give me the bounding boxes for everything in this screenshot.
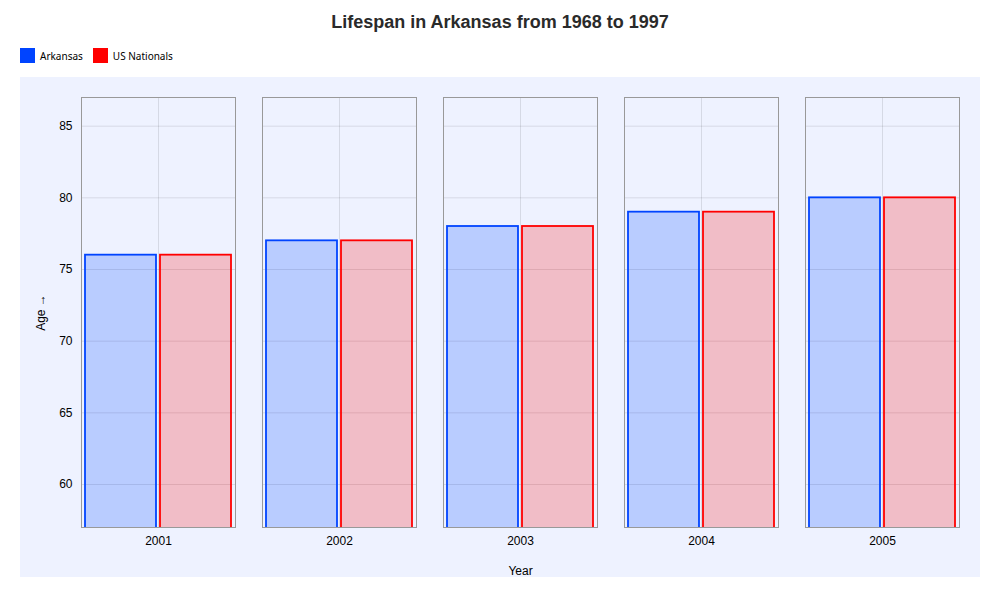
svg-text:60: 60 <box>59 477 73 491</box>
svg-text:70: 70 <box>59 334 73 348</box>
html-text:Lifespan in Arkansas from 1968: Lifespan in Arkansas from 1968 to 1997 <box>331 12 669 32</box>
svg-text:2002: 2002 <box>326 534 353 548</box>
svg-text:80: 80 <box>59 191 73 205</box>
svg-text:2005: 2005 <box>869 534 896 548</box>
svg-text:2001: 2001 <box>145 534 172 548</box>
svg-text:Year: Year <box>508 564 532 578</box>
svg-text:75: 75 <box>59 262 73 276</box>
svg-text:65: 65 <box>59 406 73 420</box>
html-text:US Nationals: US Nationals <box>112 48 173 63</box>
svg-text:Age →: Age → <box>34 294 48 331</box>
svg-text:2004: 2004 <box>688 534 715 548</box>
svg-text:2003: 2003 <box>507 534 534 548</box>
html-text:Arkansas: Arkansas <box>40 48 83 63</box>
svg-text:85: 85 <box>59 119 73 133</box>
